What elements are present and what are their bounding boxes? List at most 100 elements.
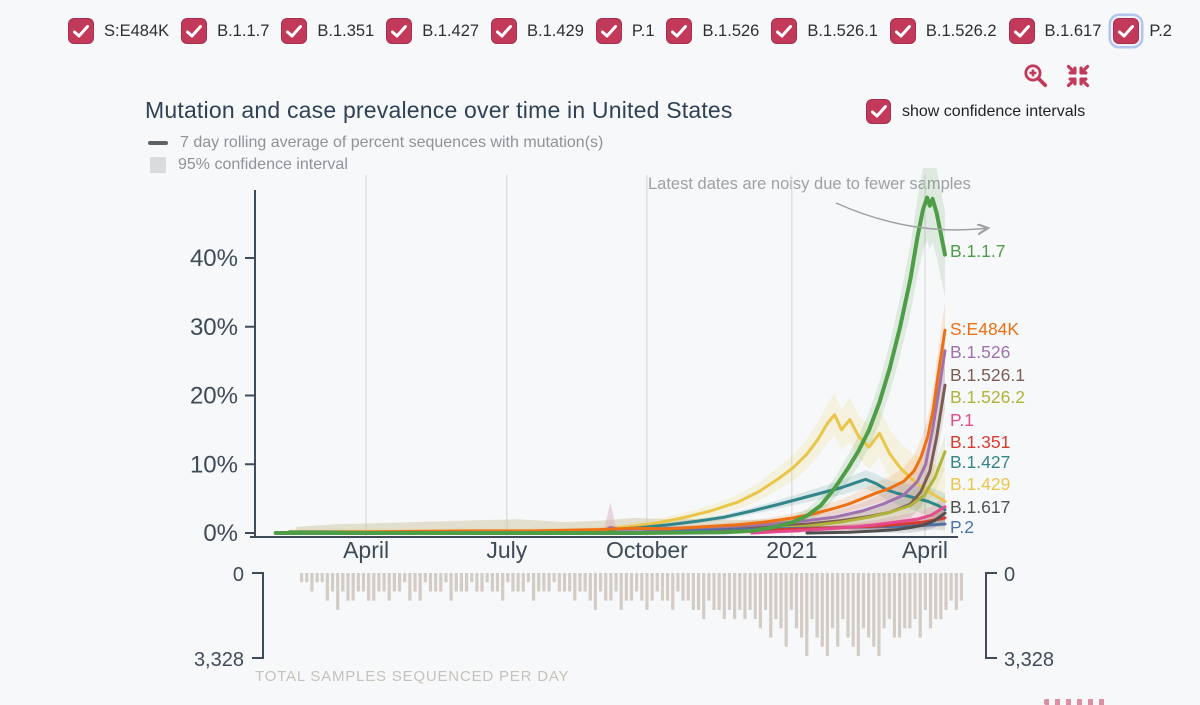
sample-bar (830, 573, 835, 629)
sample-bar (578, 573, 582, 592)
variant-checkbox-b-1-429[interactable]: B.1.429 (491, 18, 584, 44)
sample-bar (954, 573, 958, 610)
sample-bar (464, 573, 469, 592)
series-label-B.1.526.2: B.1.526.2 (950, 387, 1025, 407)
sample-bar (588, 573, 592, 601)
ci-band-B.1.427 (289, 470, 945, 533)
sample-bar (629, 573, 634, 601)
sample-bar (336, 573, 340, 610)
sample-bar (351, 573, 355, 601)
variant-checkbox-b-1-526-2[interactable]: B.1.526.2 (889, 18, 997, 44)
sample-bar (918, 573, 922, 638)
variant-checkbox-b-1-617[interactable]: B.1.617 (1008, 18, 1101, 44)
legend-band-swatch (150, 157, 166, 173)
variant-checkbox-b-1-526[interactable]: B.1.526 (666, 18, 759, 44)
series-label-B.1.526.1: B.1.526.1 (950, 365, 1025, 385)
sample-bar (495, 573, 500, 592)
sample-bar (959, 573, 964, 601)
sample-bar (928, 573, 933, 629)
sample-bar (320, 573, 324, 583)
sample-bar (671, 573, 675, 610)
series-line-S:E484K[interactable] (288, 328, 947, 535)
sample-bar (789, 573, 793, 610)
variant-checkbox-s-e484k[interactable]: S:E484K (68, 18, 169, 44)
variant-checkbox-b-1-427[interactable]: B.1.427 (386, 18, 479, 44)
sample-bar (748, 573, 752, 610)
variant-checkbox-p-2[interactable]: P.2 (1113, 18, 1172, 44)
sample-bar (717, 573, 721, 610)
sample-bar (650, 573, 654, 601)
sample-bar (598, 573, 603, 592)
variant-label: B.1.526.2 (925, 21, 997, 40)
sample-bar (454, 573, 458, 592)
sample-bar (676, 573, 680, 592)
series-line-B.1.1.7[interactable] (273, 195, 947, 535)
sample-bar (758, 573, 762, 629)
checkbox-checked-icon[interactable] (386, 18, 413, 44)
compress-icon[interactable] (1064, 62, 1092, 90)
sample-bar (537, 573, 541, 592)
checkbox-checked-icon[interactable] (281, 18, 308, 44)
sample-bar (733, 573, 737, 620)
checkbox-checked-icon[interactable] (866, 99, 891, 124)
series-label-S:E484K: S:E484K (950, 319, 1020, 339)
sample-bar (892, 573, 897, 638)
sample-bar (815, 573, 819, 638)
checkbox-checked-icon[interactable] (771, 18, 798, 44)
sample-bar (872, 573, 876, 647)
sample-bar (619, 573, 623, 610)
sample-bar (330, 573, 335, 592)
sample-scale-label: 3,328 (194, 649, 244, 671)
checkbox-checked-icon[interactable] (1008, 18, 1035, 44)
y-tick-label: 20% (190, 383, 238, 410)
sample-bar (784, 573, 788, 647)
series-line-P.1[interactable] (750, 505, 947, 535)
confidence-interval-toggle-label: show confidence intervals (902, 102, 1086, 120)
sample-bar (903, 573, 907, 629)
legend-rolling-average: 7 day rolling average of percent sequenc… (148, 134, 603, 152)
sample-bar (769, 573, 773, 638)
checkbox-checked-icon[interactable] (68, 18, 94, 44)
sample-bar (387, 573, 391, 601)
sample-bar (542, 573, 546, 592)
series-label-B.1.617: B.1.617 (950, 497, 1011, 517)
variant-checkbox-b-1-1-7[interactable]: B.1.1.7 (181, 18, 269, 44)
sample-bar (820, 573, 824, 647)
sample-bar (712, 573, 716, 610)
zoom-in-icon[interactable] (1022, 62, 1050, 90)
checkbox-checked-icon[interactable] (595, 18, 622, 44)
cut-off-link[interactable] (1044, 699, 1110, 705)
sample-bar (681, 573, 685, 601)
sample-bar (794, 573, 799, 629)
checkbox-checked-icon[interactable] (666, 18, 693, 44)
checkbox-checked-icon[interactable] (181, 18, 208, 44)
sample-bar (449, 573, 453, 601)
series-line-B.1.617[interactable] (805, 511, 947, 535)
sample-bar (413, 573, 417, 592)
variant-checkbox-p-1[interactable]: P.1 (595, 18, 655, 44)
checkbox-checked-icon[interactable] (889, 18, 916, 44)
sample-bar (573, 573, 577, 601)
variant-label: B.1.351 (317, 21, 375, 40)
sample-bar (877, 573, 881, 656)
confidence-interval-toggle[interactable]: show confidence intervals (866, 99, 1085, 124)
legend-line-label: 7 day rolling average of percent sequenc… (180, 134, 604, 151)
sample-bar (310, 573, 314, 592)
variant-checkbox-b-1-526-1[interactable]: B.1.526.1 (771, 18, 878, 44)
y-tick-label: 0% (203, 520, 238, 547)
sample-bar (779, 573, 783, 629)
checkbox-checked-icon[interactable] (491, 18, 518, 44)
variant-checkbox-b-1-351[interactable]: B.1.351 (281, 18, 374, 44)
checkbox-checked-icon[interactable] (1113, 18, 1140, 44)
sample-bar (356, 573, 360, 592)
sample-bar (825, 573, 830, 656)
variant-label: B.1.429 (527, 21, 584, 40)
y-tick-label: 40% (190, 245, 238, 272)
left-scale-bracket (252, 572, 264, 659)
sample-bar (609, 573, 613, 601)
sample-bar (583, 573, 587, 592)
sample-bar (480, 573, 484, 592)
sample-bar (686, 573, 690, 601)
sample-bar (444, 573, 448, 583)
